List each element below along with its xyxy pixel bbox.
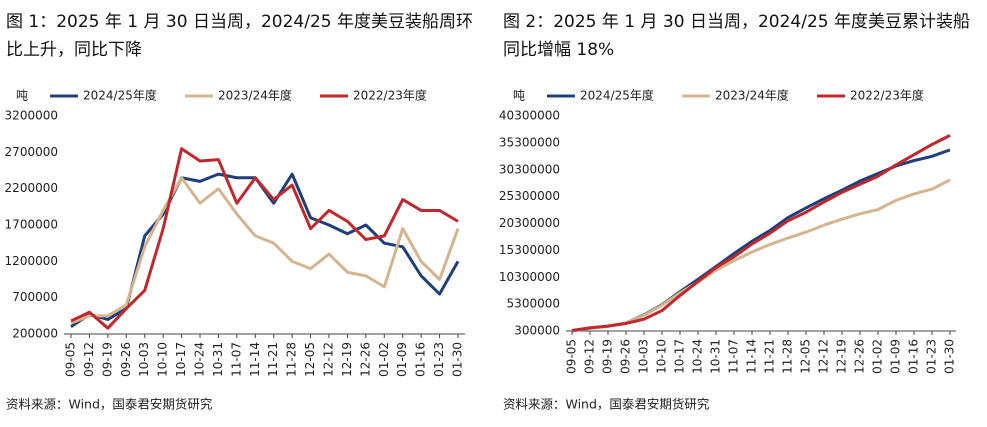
y-tick-label: 20300000 (499, 216, 560, 230)
x-tick-label: 01-02 (377, 342, 391, 377)
legend-label: 2022/23年度 (850, 88, 924, 103)
x-tick-label: 10-24 (193, 342, 207, 377)
y-tick-label: 15300000 (499, 243, 560, 257)
x-tick-label: 11-28 (285, 342, 299, 377)
x-tick-label: 10-10 (655, 339, 669, 374)
y-tick-label: 30300000 (499, 162, 560, 176)
y-tick-label: 1200000 (5, 254, 58, 268)
y-tick-label: 2700000 (5, 145, 58, 159)
x-tick-label: 01-23 (925, 339, 939, 374)
x-tick-label: 12-26 (358, 342, 372, 377)
x-tick-label: 10-31 (709, 339, 723, 374)
x-tick-label: 01-02 (871, 339, 885, 374)
x-tick-label: 09-19 (601, 339, 615, 374)
x-tick-label: 11-28 (781, 339, 795, 374)
y-tick-label: 3200000 (5, 109, 58, 123)
legend-label: 2022/23年度 (353, 88, 427, 103)
x-tick-label: 01-23 (432, 342, 446, 377)
y-tick-label: 2200000 (5, 181, 58, 195)
x-tick-label: 12-19 (340, 342, 354, 377)
x-tick-label: 01-30 (943, 339, 957, 374)
x-tick-label: 11-07 (727, 339, 741, 374)
x-tick-label: 10-10 (156, 342, 170, 377)
x-tick-label: 10-31 (211, 342, 225, 377)
x-tick-label: 01-09 (889, 339, 903, 374)
x-tick-label: 11-21 (266, 342, 280, 377)
legend-label: 2023/24年度 (715, 88, 789, 103)
x-tick-label: 01-09 (395, 342, 409, 377)
x-tick-label: 11-07 (229, 342, 243, 377)
x-tick-label: 11-21 (763, 339, 777, 374)
x-tick-label: 09-26 (619, 339, 633, 374)
series-line (571, 178, 951, 333)
series-line (571, 134, 951, 332)
x-tick-label: 09-19 (100, 342, 114, 377)
x-tick-label: 12-05 (303, 342, 317, 377)
x-tick-label: 12-12 (322, 342, 336, 377)
x-tick-label: 09-12 (82, 342, 96, 377)
series-line (70, 176, 460, 325)
x-tick-label: 11-14 (745, 339, 759, 374)
x-tick-label: 12-26 (853, 339, 867, 374)
y-tick-label: 35300000 (499, 135, 560, 149)
x-tick-label: 10-03 (137, 342, 151, 377)
legend-label: 2024/25年度 (83, 88, 157, 103)
y-tick-label: 5300000 (507, 297, 560, 311)
unit-label: 吨 (16, 89, 28, 103)
chart-title: 图 1：2025 年 1 月 30 日当周，2024/25 年度美豆装船周环比上… (6, 12, 473, 60)
x-tick-label: 11-14 (248, 342, 262, 377)
unit-label: 吨 (513, 89, 525, 103)
legend-label: 2024/25年度 (580, 88, 654, 103)
source-note: 资料来源：Wind，国泰君安期货研究 (6, 397, 213, 412)
y-tick-label: 10300000 (499, 270, 560, 284)
x-tick-label: 12-12 (817, 339, 831, 374)
x-tick-label: 01-30 (451, 342, 465, 377)
x-tick-label: 01-16 (907, 339, 921, 374)
x-tick-label: 01-16 (414, 342, 428, 377)
series-line (571, 148, 951, 333)
x-tick-label: 09-12 (583, 339, 597, 374)
series-line (70, 147, 459, 330)
y-tick-label: 200000 (12, 327, 58, 341)
chart-title: 图 2：2025 年 1 月 30 日当周，2024/25 年度美豆累计装船同比… (503, 12, 970, 60)
x-tick-label: 09-26 (119, 342, 133, 377)
legend-label: 2023/24年度 (218, 88, 292, 103)
source-note: 资料来源：Wind，国泰君安期货研究 (503, 397, 710, 412)
x-tick-label: 10-17 (673, 339, 687, 374)
x-tick-label: 12-05 (799, 339, 813, 374)
y-tick-label: 700000 (12, 290, 58, 304)
y-tick-label: 300000 (514, 324, 560, 338)
x-tick-label: 10-17 (174, 342, 188, 377)
x-tick-label: 09-05 (565, 339, 579, 374)
x-tick-label: 12-19 (835, 339, 849, 374)
x-tick-label: 10-24 (691, 339, 705, 374)
y-tick-label: 40300000 (499, 109, 560, 123)
y-tick-label: 25300000 (499, 189, 560, 203)
x-tick-label: 09-05 (64, 342, 78, 377)
x-tick-label: 10-03 (637, 339, 651, 374)
y-tick-label: 1700000 (5, 218, 58, 232)
